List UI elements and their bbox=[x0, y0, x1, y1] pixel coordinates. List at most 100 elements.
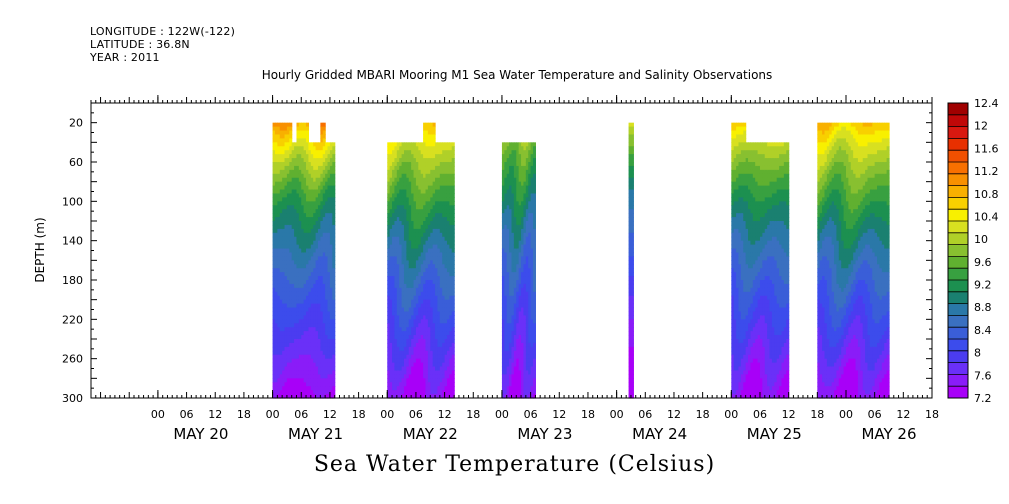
heat-cell bbox=[521, 173, 525, 179]
heat-cell bbox=[294, 193, 298, 198]
heat-cell bbox=[332, 228, 336, 234]
heat-cell bbox=[272, 236, 276, 242]
heat-cell bbox=[303, 248, 307, 254]
heat-cell bbox=[315, 382, 319, 387]
heat-cell bbox=[301, 165, 305, 171]
heat-cell bbox=[296, 295, 300, 301]
heat-cell bbox=[315, 146, 319, 151]
heat-cell bbox=[399, 366, 403, 372]
heat-cell bbox=[403, 346, 407, 352]
heat-cell bbox=[289, 394, 293, 399]
heat-cell bbox=[533, 169, 536, 175]
heat-cell bbox=[740, 138, 744, 143]
heat-cell bbox=[322, 374, 326, 379]
heat-cell bbox=[425, 366, 429, 372]
heat-cell bbox=[411, 189, 415, 195]
heat-cell bbox=[317, 370, 321, 375]
heat-cell bbox=[282, 122, 286, 128]
heat-cell bbox=[525, 323, 529, 328]
heat-cell bbox=[389, 370, 393, 375]
heat-cell bbox=[279, 358, 283, 364]
heat-cell bbox=[415, 319, 419, 324]
heat-cell bbox=[310, 205, 314, 210]
heat-cell bbox=[504, 185, 508, 191]
heat-cell bbox=[446, 354, 450, 360]
heat-cell bbox=[274, 256, 278, 261]
heat-cell bbox=[277, 162, 281, 167]
heat-cell bbox=[518, 323, 522, 328]
heat-cell bbox=[430, 264, 434, 269]
heat-cell bbox=[432, 244, 436, 250]
heat-cell bbox=[439, 264, 443, 269]
heat-cell bbox=[387, 303, 391, 309]
heat-cell bbox=[511, 256, 515, 261]
heat-cell bbox=[315, 307, 319, 313]
heat-cell bbox=[286, 283, 290, 289]
heat-cell bbox=[423, 169, 427, 175]
heat-cell bbox=[306, 209, 310, 214]
heat-cell bbox=[413, 378, 417, 383]
heat-cell bbox=[444, 268, 448, 273]
heat-cell bbox=[518, 339, 522, 344]
heat-cell bbox=[389, 339, 393, 344]
heat-cell bbox=[425, 232, 429, 238]
heat-cell bbox=[296, 323, 300, 328]
heat-cell bbox=[533, 272, 536, 277]
heat-cell bbox=[325, 287, 329, 293]
heat-cell bbox=[294, 228, 298, 234]
heat-cell bbox=[523, 382, 527, 387]
heat-cell bbox=[272, 201, 276, 206]
heat-cell bbox=[284, 224, 288, 230]
heat-cell bbox=[394, 362, 398, 368]
heat-cell bbox=[320, 205, 324, 210]
heat-cell bbox=[406, 366, 410, 372]
heat-cell bbox=[332, 224, 336, 230]
heat-cell bbox=[279, 362, 283, 368]
heat-cell bbox=[284, 252, 288, 257]
heat-cell bbox=[291, 354, 295, 360]
heat-cell bbox=[394, 382, 398, 387]
heat-cell bbox=[427, 130, 431, 136]
heat-cell bbox=[427, 315, 431, 320]
heat-cell bbox=[533, 307, 536, 313]
heat-cell bbox=[286, 228, 290, 234]
heat-cell bbox=[392, 331, 396, 336]
heat-cell bbox=[289, 358, 293, 364]
heat-cell bbox=[525, 146, 529, 151]
heat-cell bbox=[298, 201, 302, 206]
heat-cell bbox=[272, 264, 276, 269]
heat-cell bbox=[733, 142, 737, 147]
heat-cell bbox=[403, 342, 407, 348]
heat-cell bbox=[279, 256, 283, 261]
heat-cell bbox=[528, 283, 532, 289]
heat-cell bbox=[513, 339, 517, 344]
heat-cell bbox=[740, 264, 744, 269]
heat-cell bbox=[413, 295, 417, 301]
heat-cell bbox=[396, 331, 400, 336]
heat-cell bbox=[317, 248, 321, 254]
heat-cell bbox=[530, 280, 534, 285]
heat-cell bbox=[411, 382, 415, 387]
heat-cell bbox=[513, 311, 517, 316]
heat-cell bbox=[423, 209, 427, 214]
heat-cell bbox=[272, 126, 276, 132]
heat-cell bbox=[501, 228, 505, 234]
heat-cell bbox=[420, 315, 424, 320]
heat-cell bbox=[521, 295, 525, 301]
heat-cell bbox=[506, 173, 510, 179]
heat-cell bbox=[446, 177, 450, 183]
heat-cell bbox=[415, 173, 419, 179]
heat-cell bbox=[449, 224, 453, 230]
heat-cell bbox=[289, 299, 293, 305]
heat-cell bbox=[435, 228, 439, 234]
heat-cell bbox=[525, 165, 529, 171]
heat-cell bbox=[274, 232, 278, 238]
heat-cell bbox=[332, 374, 336, 379]
heat-cell bbox=[425, 260, 429, 265]
heat-cell bbox=[740, 134, 744, 139]
heat-cell bbox=[740, 150, 744, 155]
heat-cell bbox=[303, 382, 307, 387]
heat-cell bbox=[392, 323, 396, 328]
heat-cell bbox=[501, 252, 505, 257]
heat-cell bbox=[389, 260, 393, 265]
